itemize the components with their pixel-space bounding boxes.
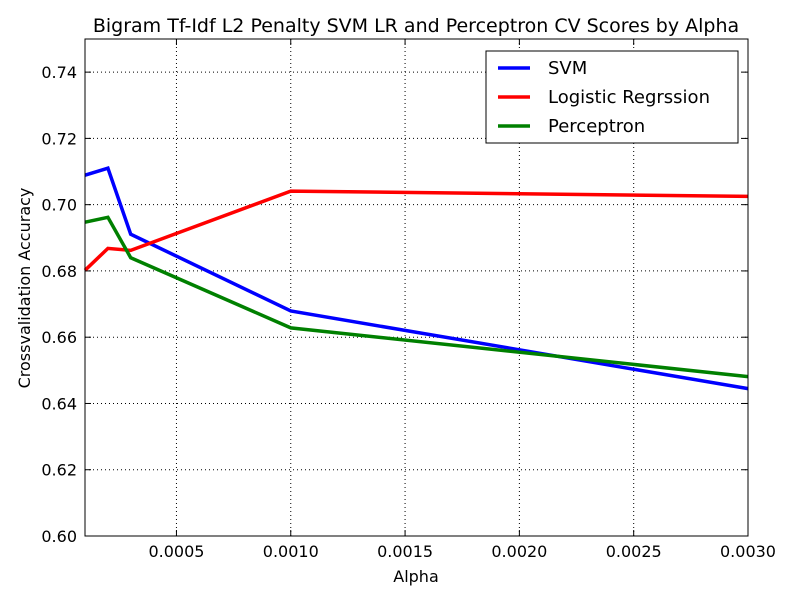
x-axis-label: Alpha	[393, 567, 439, 586]
y-tick-label: 0.74	[41, 63, 77, 82]
x-tick-label: 0.0015	[377, 542, 433, 561]
series-line-1	[83, 189, 749, 272]
legend-label: Logistic Regrssion	[548, 87, 710, 108]
y-tick-label: 0.62	[41, 461, 77, 480]
y-tick-label: 0.68	[41, 262, 77, 281]
x-tick-label: 0.0005	[148, 542, 204, 561]
y-axis-label: Crossvalidation Accuracy	[15, 188, 34, 389]
legend-label: SVM	[548, 58, 587, 79]
series-lines	[83, 166, 749, 391]
y-tick-label: 0.70	[41, 196, 77, 215]
y-tick-label: 0.72	[41, 129, 77, 148]
chart-title: Bigram Tf-Idf L2 Penalty SVM LR and Perc…	[93, 15, 739, 37]
y-tick-label: 0.66	[41, 328, 77, 347]
ticks: 0.0005 0.0010 0.0015 0.0020 0.0025 0.0030 0.60…	[41, 39, 776, 561]
x-tick-label: 0.0030	[720, 542, 776, 561]
y-tick-label: 0.64	[41, 394, 77, 413]
legend-label: Perceptron	[548, 116, 645, 137]
x-tick-label: 0.0025	[606, 542, 662, 561]
plot-frame	[84, 38, 749, 537]
series-line-2	[84, 215, 749, 379]
series-line-0	[84, 166, 749, 391]
legend: SVM Logistic Regrssion Perceptron	[485, 50, 739, 144]
x-tick-label: 0.0010	[263, 542, 319, 561]
x-tick-label: 0.0020	[491, 542, 547, 561]
y-tick-label: 0.60	[41, 527, 77, 546]
